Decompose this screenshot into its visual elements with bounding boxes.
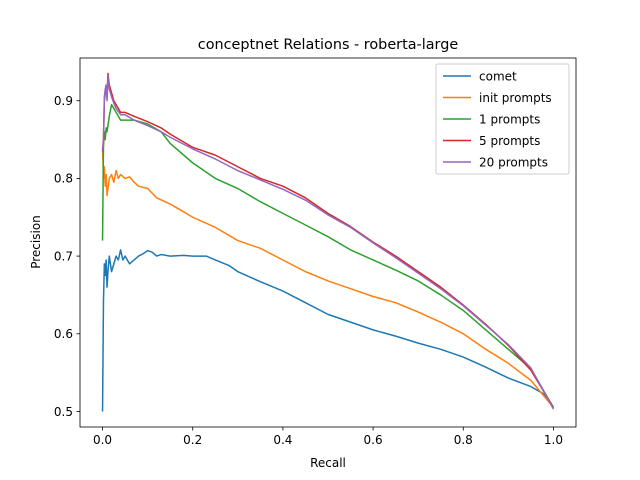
chart-title: conceptnet Relations - roberta-large [198, 37, 459, 53]
legend-label-1: init prompts [479, 91, 552, 105]
plot-series-group [101, 72, 555, 412]
legend-box [435, 63, 570, 175]
legend-label-4: 20 prompts [479, 155, 548, 169]
x-tick-label: 0.0 [93, 433, 112, 447]
legend-label-0: comet [479, 69, 517, 83]
legend-label-2: 1 prompts [479, 112, 540, 126]
y-tick-label: 0.8 [54, 172, 73, 186]
x-axis-ticks: 0.0 0.2 0.4 0.6 0.8 1.0 [93, 427, 563, 447]
y-tick-label: 0.6 [54, 327, 73, 341]
y-tick-label: 0.9 [54, 94, 73, 108]
x-tick-label: 0.8 [454, 433, 473, 447]
series-line-2 [101, 103, 555, 408]
x-tick-label: 0.6 [364, 433, 383, 447]
x-tick-label: 0.4 [273, 433, 292, 447]
x-axis-label: Recall [310, 456, 346, 470]
y-tick-label: 0.5 [54, 405, 73, 419]
series-line-4 [101, 75, 555, 410]
legend: comet init prompts 1 prompts 5 prompts 20 pr… [435, 63, 570, 175]
series-line-0 [101, 249, 555, 412]
y-axis-ticks: 0.5 0.6 0.7 0.8 0.9 [54, 94, 80, 419]
series-line-1 [101, 147, 555, 409]
legend-label-3: 5 prompts [479, 134, 540, 148]
x-tick-label: 0.2 [183, 433, 202, 447]
x-tick-label: 1.0 [544, 433, 563, 447]
y-axis-label: Precision [29, 215, 43, 269]
y-tick-label: 0.7 [54, 249, 73, 263]
plot-frame [79, 57, 577, 428]
